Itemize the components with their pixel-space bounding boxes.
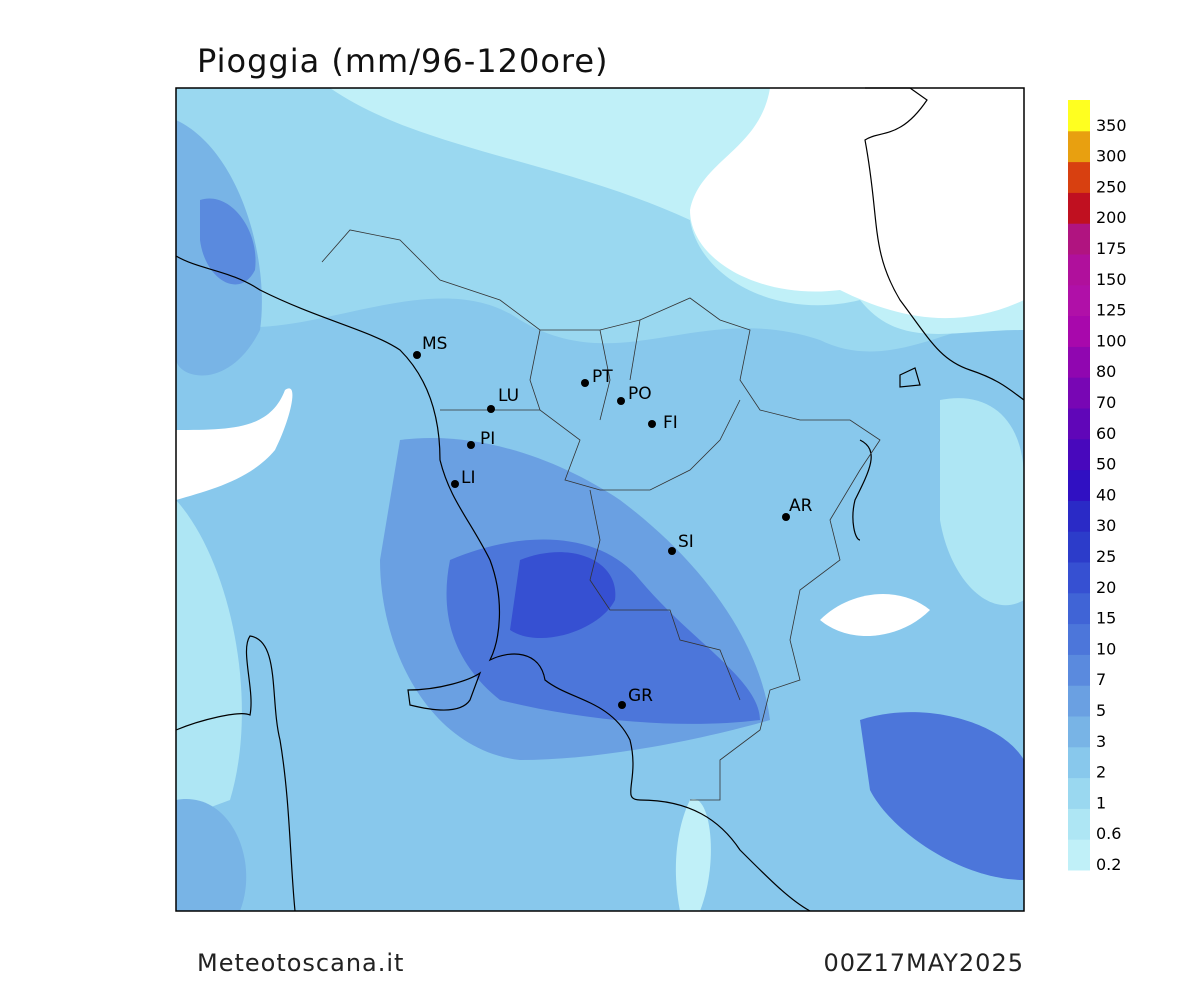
- city-dot: [581, 379, 589, 387]
- colorbar-label: 0.2: [1096, 855, 1121, 874]
- city-dot: [413, 351, 421, 359]
- city-label: FI: [663, 413, 678, 433]
- date: 00Z17MAY2025: [823, 949, 1024, 977]
- colorbar-label: 7: [1096, 670, 1106, 689]
- city-dot: [648, 420, 656, 428]
- colorbar-label: 50: [1096, 455, 1116, 474]
- colorbar: 0.2 0.6 1 2 3 5 7 10 15 20 25 30 40 50 60 70 80 100 125 150…: [1068, 100, 1127, 874]
- rain-field: [176, 88, 1024, 911]
- colorbar-label: 300: [1096, 147, 1127, 166]
- city-dot: [618, 701, 626, 709]
- cities: MS LU PT PO FI PI LI AR SI GR: [413, 334, 813, 709]
- colorbar-bin: [1068, 500, 1090, 532]
- region-borders: [321, 229, 881, 801]
- colorbar-label: 100: [1096, 331, 1127, 350]
- colorbar-bin: [1068, 100, 1090, 132]
- colorbar-bin: [1068, 685, 1090, 717]
- colorbar-bin: [1068, 408, 1090, 440]
- colorbar-label: 60: [1096, 424, 1116, 443]
- colorbar-bin: [1068, 562, 1090, 594]
- colorbar-label: 175: [1096, 239, 1127, 258]
- colorbar-label: 30: [1096, 516, 1116, 535]
- colorbar-bin: [1068, 223, 1090, 255]
- colorbar-label: 150: [1096, 270, 1127, 289]
- colorbar-bin: [1068, 192, 1090, 224]
- colorbar-label: 80: [1096, 362, 1116, 381]
- colorbar-bin: [1068, 315, 1090, 347]
- colorbar-label: 3: [1096, 732, 1106, 751]
- colorbar-bin: [1068, 777, 1090, 809]
- colorbar-bin: [1068, 346, 1090, 378]
- city-label: PI: [480, 429, 495, 449]
- colorbar-label: 15: [1096, 609, 1116, 628]
- colorbar-bin: [1068, 469, 1090, 501]
- colorbar-bin: [1068, 130, 1090, 163]
- colorbar-bin: [1068, 161, 1090, 193]
- colorbar-bin: [1068, 438, 1090, 471]
- colorbar-label: 350: [1096, 116, 1127, 135]
- colorbar-label: 1: [1096, 793, 1106, 812]
- city-label: AR: [789, 496, 813, 516]
- coastline: [175, 87, 1025, 912]
- colorbar-label: 0.6: [1096, 824, 1121, 843]
- colorbar-bin: [1068, 654, 1090, 686]
- colorbar-label: 10: [1096, 639, 1116, 658]
- colorbar-label: 20: [1096, 578, 1116, 597]
- colorbar-bin: [1068, 284, 1090, 317]
- colorbar-bin: [1068, 746, 1090, 779]
- city-label: GR: [628, 686, 653, 706]
- city-dot: [782, 513, 790, 521]
- title: Pioggia (mm/96-120ore): [197, 42, 609, 80]
- city-label: PO: [628, 384, 652, 404]
- city-label: MS: [422, 334, 447, 354]
- city-dot: [467, 441, 475, 449]
- map-frame: [175, 87, 1025, 912]
- colorbar-bin: [1068, 592, 1090, 625]
- colorbar-bin: [1068, 377, 1090, 409]
- city-dot: [487, 405, 495, 413]
- city-label: PT: [592, 367, 613, 387]
- colorbar-label: 40: [1096, 485, 1116, 504]
- colorbar-bin: [1068, 531, 1090, 563]
- source: Meteotoscana.it: [197, 949, 404, 977]
- city-dot: [451, 480, 459, 488]
- colorbar-label: 25: [1096, 547, 1116, 566]
- colorbar-bin: [1068, 716, 1090, 748]
- colorbar-label: 2: [1096, 763, 1106, 782]
- colorbar-label: 250: [1096, 177, 1127, 196]
- colorbar-label: 200: [1096, 208, 1127, 227]
- colorbar-bin: [1068, 808, 1090, 840]
- city-dot: [668, 547, 676, 555]
- colorbar-bin: [1068, 254, 1090, 286]
- city-dot: [617, 397, 625, 405]
- city-label: SI: [678, 532, 694, 552]
- city-label: LU: [498, 386, 519, 406]
- colorbar-bin: [1068, 839, 1090, 871]
- colorbar-label: 5: [1096, 701, 1106, 720]
- city-label: LI: [461, 468, 476, 488]
- colorbar-label: 70: [1096, 393, 1116, 412]
- colorbar-label: 125: [1096, 301, 1127, 320]
- colorbar-bin: [1068, 623, 1090, 655]
